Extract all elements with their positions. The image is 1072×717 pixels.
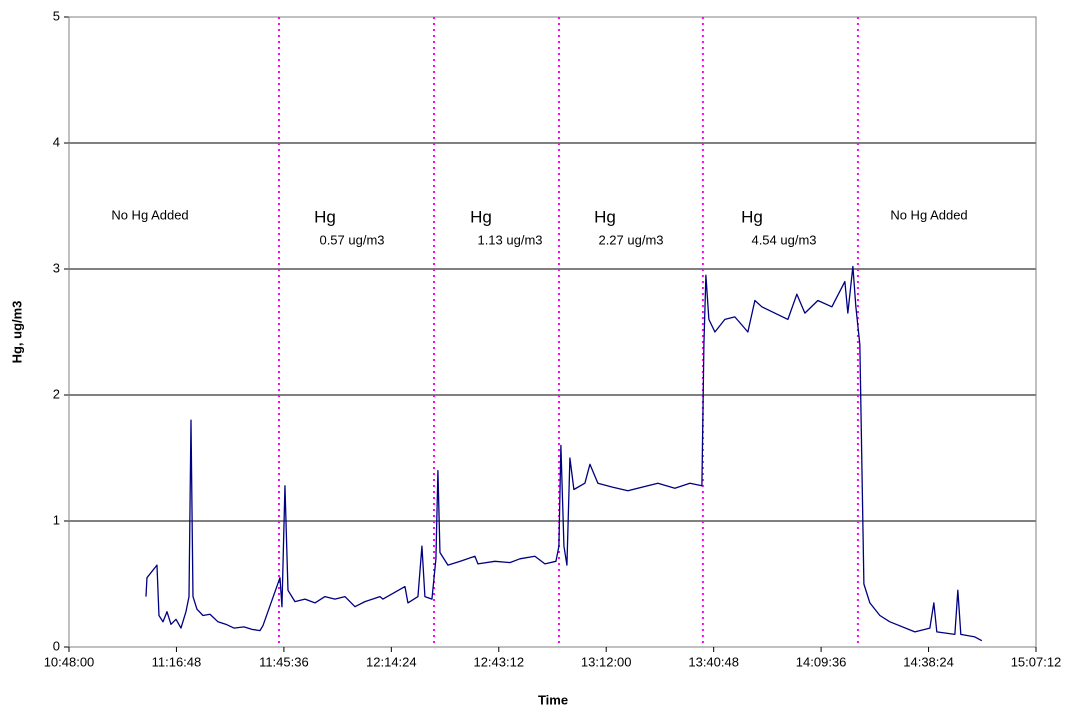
data-line (145, 265, 983, 642)
x-tick-label: 12:14:24 (366, 654, 417, 669)
y-tick-label: 5 (53, 8, 60, 23)
x-axis-label: Time (538, 692, 568, 707)
annotation: Hg (594, 207, 616, 226)
annotation: 1.13 ug/m3 (477, 232, 542, 247)
y-tick-label: 4 (53, 134, 60, 149)
annotation: Hg (470, 207, 492, 226)
x-tick-label: 14:09:36 (796, 654, 847, 669)
plot-frame (68, 16, 1037, 648)
x-tick-label: 12:43:12 (473, 654, 524, 669)
x-tick-label: 14:38:24 (903, 654, 954, 669)
y-tick-label: 3 (53, 260, 60, 275)
annotation: Hg (314, 207, 336, 226)
annotation: 2.27 ug/m3 (598, 232, 663, 247)
x-tick-label: 13:12:00 (581, 654, 632, 669)
x-tick-label: 15:07:12 (1011, 654, 1062, 669)
x-tick-label: 10:48:00 (44, 654, 95, 669)
x-tick-label: 13:40:48 (688, 654, 739, 669)
y-tick-label: 1 (53, 512, 60, 527)
annotation: 4.54 ug/m3 (751, 232, 816, 247)
y-tick-label: 0 (53, 638, 60, 653)
annotation: No Hg Added (890, 207, 967, 222)
y-axis-label: Hg, ug/m3 (9, 301, 24, 364)
y-tick-label: 2 (53, 386, 60, 401)
x-tick-label: 11:16:48 (152, 654, 202, 669)
annotation: No Hg Added (111, 207, 188, 222)
annotation: Hg (741, 207, 763, 226)
x-tick-label: 11:45:36 (259, 654, 309, 669)
annotation: 0.57 ug/m3 (319, 232, 384, 247)
